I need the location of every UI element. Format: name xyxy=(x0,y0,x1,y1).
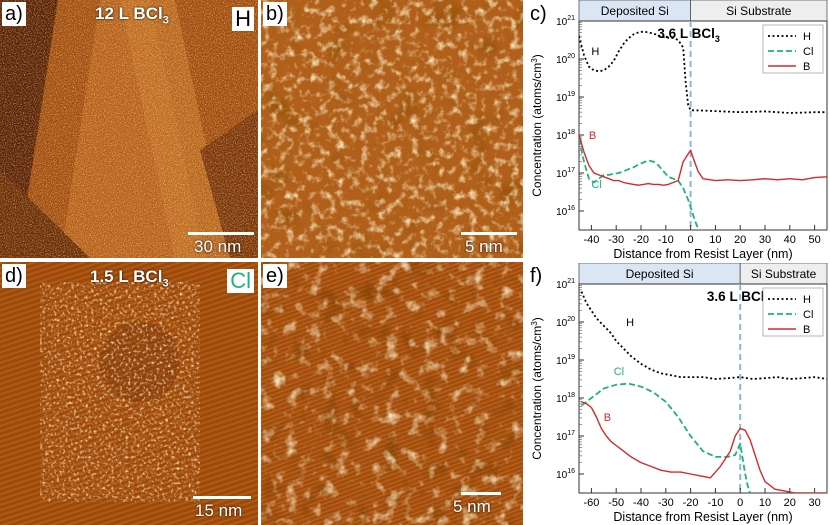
stm-panel-a: a) 12 L BCl3 H 30 nm xyxy=(0,0,258,258)
legend-label-h: H xyxy=(803,294,811,306)
x-tick-label: 0 xyxy=(688,234,694,246)
x-tick-label: -50 xyxy=(608,497,624,509)
x-tick-label: 0 xyxy=(737,497,743,509)
x-axis-label: Distance from Resist Layer (nm) xyxy=(613,510,792,524)
stm-panel-b: b) 5 nm xyxy=(261,0,523,258)
panel-label-d: d) xyxy=(2,264,26,288)
x-tick-label: 20 xyxy=(784,497,796,509)
series-b-line xyxy=(581,401,827,493)
y-tick-label: 1016 xyxy=(556,468,575,481)
series-b-line xyxy=(579,134,827,186)
legend-label-cl: Cl xyxy=(803,309,813,321)
y-tick-label: 1021 xyxy=(556,15,575,28)
species-badge-cl: Cl xyxy=(227,269,254,293)
header-si-substrate-label: Si Substrate xyxy=(751,267,817,281)
dose-label-d: 1.5 L BCl3 xyxy=(90,267,169,290)
curve-label-cl: Cl xyxy=(614,366,624,378)
curve-label-h: H xyxy=(626,317,634,329)
stm-image-d xyxy=(0,262,258,525)
x-tick-label: 10 xyxy=(709,234,721,246)
stm-panel-d: d) 1.5 L BCl3 Cl 15 nm xyxy=(0,262,258,525)
y-tick-label: 1018 xyxy=(556,392,575,405)
panel-label-b: b) xyxy=(263,2,287,26)
legend-label-b: B xyxy=(803,61,810,73)
y-tick-label: 1017 xyxy=(556,167,575,180)
x-tick-label: -20 xyxy=(633,234,649,246)
x-tick-label: 30 xyxy=(759,234,771,246)
x-tick-label: 10 xyxy=(759,497,771,509)
curve-label-b: B xyxy=(589,130,596,142)
legend-label-cl: Cl xyxy=(803,46,813,58)
y-axis-label: Concentration (atoms/cm3) xyxy=(530,317,544,460)
x-tick-label: -40 xyxy=(633,497,649,509)
legend-box xyxy=(762,24,824,74)
y-tick-label: 1017 xyxy=(556,430,575,443)
stm-panel-e: e) 5 nm xyxy=(261,262,523,525)
series-cl-line xyxy=(579,138,699,229)
x-tick-label: 30 xyxy=(808,497,820,509)
x-tick-label: -60 xyxy=(583,497,599,509)
curve-label-cl: Cl xyxy=(591,179,601,191)
x-tick-label: -10 xyxy=(707,497,723,509)
panel-label-f: f) xyxy=(527,264,546,288)
x-tick-label: -40 xyxy=(583,234,599,246)
panel-label-e: e) xyxy=(263,264,287,288)
header-deposited-si-label: Deposited Si xyxy=(601,4,669,18)
stm-image-b xyxy=(261,0,523,258)
sims-chart-f: Deposited Si Si Substrate 1016 1017 1018 1019… xyxy=(530,263,828,524)
dose-label-a: 12 L BCl3 xyxy=(95,4,169,27)
x-tick-label: -20 xyxy=(683,497,699,509)
series-h-line xyxy=(579,30,827,114)
x-tick-label: -30 xyxy=(608,234,624,246)
y-tick-label: 1016 xyxy=(556,205,575,218)
legend-label-h: H xyxy=(803,31,811,43)
curve-label-b: B xyxy=(604,412,611,424)
legend-box xyxy=(762,287,824,337)
x-axis-label: Distance from Resist Layer (nm) xyxy=(613,247,792,261)
x-tick-label: 20 xyxy=(734,234,746,246)
y-tick-label: 1020 xyxy=(556,53,575,66)
species-badge-h: H xyxy=(232,7,254,31)
series-cl-line xyxy=(580,382,751,493)
legend-label-b: B xyxy=(803,324,810,336)
x-tick-label: -30 xyxy=(658,497,674,509)
y-tick-label: 1021 xyxy=(556,278,575,291)
panel-label-a: a) xyxy=(2,2,26,26)
y-tick-label: 1018 xyxy=(556,129,575,142)
header-si-substrate-label: Si Substrate xyxy=(726,4,792,18)
stm-image-e xyxy=(261,262,523,525)
x-tick-label: 50 xyxy=(808,234,820,246)
y-tick-label: 1020 xyxy=(556,316,575,329)
sims-chart-c: Deposited Si Si Substrate 1016 1017 1018 1019… xyxy=(530,0,828,261)
y-tick-label: 1019 xyxy=(556,354,575,367)
series-h-line xyxy=(580,291,827,380)
header-deposited-si-label: Deposited Si xyxy=(626,267,694,281)
stm-image-a xyxy=(0,0,258,258)
x-tick-label: 40 xyxy=(784,234,796,246)
y-tick-label: 1019 xyxy=(556,91,575,104)
x-tick-label: -10 xyxy=(658,234,674,246)
y-axis-label: Concentration (atoms/cm3) xyxy=(530,54,544,197)
dose-annotation: 3.6 L BCl3 xyxy=(657,26,720,44)
curve-label-h: H xyxy=(591,46,599,58)
panel-label-c: c) xyxy=(527,2,550,26)
